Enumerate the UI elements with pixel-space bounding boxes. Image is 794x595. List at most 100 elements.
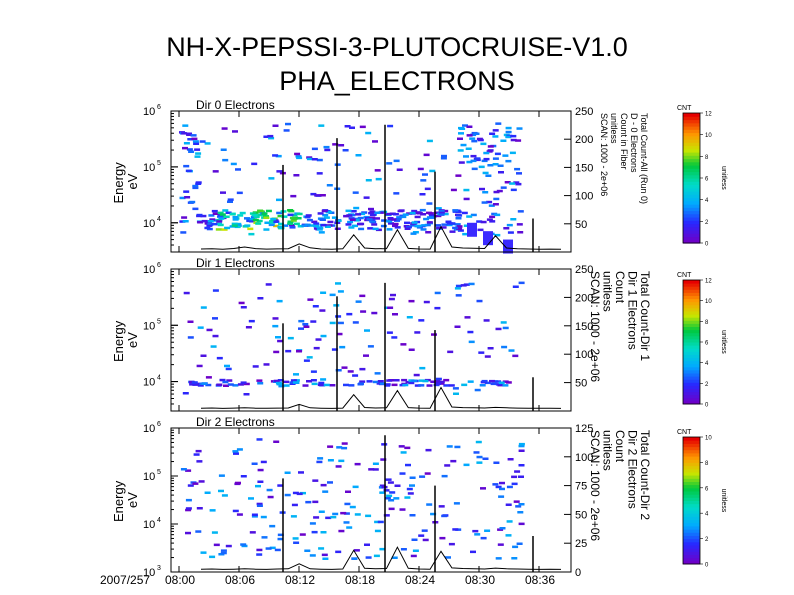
- heatmap-cell: [247, 227, 254, 231]
- heatmap-cell: [249, 217, 256, 221]
- colorbar-swatch: [683, 541, 700, 546]
- heatmap-cell: [239, 211, 246, 215]
- heatmap-cell: [208, 214, 215, 217]
- colorbar-swatch: [683, 397, 700, 402]
- heatmap-cell: [467, 330, 474, 334]
- colorbar-swatch: [683, 142, 700, 147]
- heatmap-cell: [505, 135, 512, 139]
- heatmap-cell: [285, 122, 291, 126]
- heatmap-cell: [363, 354, 369, 357]
- heatmap-cell: [337, 290, 344, 293]
- heatmap-cell: [388, 499, 395, 502]
- heatmap-cell: [236, 448, 243, 451]
- heatmap-cell: [209, 555, 216, 559]
- heatmap-cell: [236, 191, 243, 195]
- heatmap-cell: [391, 383, 398, 387]
- heatmap-cell: [486, 150, 493, 153]
- heatmap-cell: [414, 384, 421, 387]
- heatmap-cell: [251, 214, 258, 217]
- colorbar-swatch: [683, 345, 700, 349]
- heatmap-cell: [466, 160, 473, 164]
- heatmap-cell: [443, 384, 450, 387]
- heatmap-cell: [292, 491, 299, 495]
- heatmap-cell: [407, 492, 414, 495]
- colorbar-swatch: [683, 230, 700, 234]
- x-tick-label: 08:18: [345, 573, 375, 587]
- heatmap-cell: [307, 298, 314, 301]
- heatmap-cell: [470, 159, 477, 163]
- heatmap-cell: [216, 220, 223, 223]
- colorbar-swatch: [683, 519, 700, 524]
- heatmap-cell: [385, 478, 392, 481]
- colorbar-swatch: [683, 148, 700, 153]
- heatmap-cell: [505, 126, 512, 130]
- heatmap-cell: [332, 143, 339, 146]
- heatmap-cell: [506, 223, 513, 227]
- heatmap-cell: [410, 554, 417, 558]
- colorbar-swatch: [683, 286, 700, 290]
- y-axis-unit: eV: [125, 492, 140, 508]
- heatmap-cell: [421, 529, 428, 532]
- heatmap-cell: [433, 383, 440, 387]
- heatmap-cell: [495, 327, 502, 331]
- heatmap-cell: [189, 200, 196, 204]
- heatmap-cell: [257, 468, 264, 472]
- heatmap-cell: [275, 154, 282, 158]
- heatmap-cell: [314, 194, 321, 197]
- heatmap-cell: [369, 220, 376, 223]
- heatmap-cell: [341, 446, 348, 450]
- colorbar-swatch: [683, 323, 700, 327]
- heatmap-cell: [222, 380, 229, 384]
- heatmap-cell: [452, 226, 459, 230]
- heatmap-cell: [352, 191, 359, 194]
- heatmap-cell: [232, 384, 239, 387]
- colorbar-swatch: [683, 217, 700, 221]
- heatmap-cell: [381, 210, 388, 214]
- heatmap-cell: [460, 143, 467, 147]
- heatmap-cell: [240, 306, 247, 309]
- colorbar-swatch: [683, 233, 700, 238]
- heatmap-cell: [445, 556, 451, 559]
- heatmap-cell: [185, 508, 192, 512]
- colorbar-swatch: [683, 113, 700, 117]
- heatmap-cell: [506, 485, 513, 489]
- heatmap-cell: [310, 320, 317, 323]
- heatmap-cell: [248, 319, 255, 323]
- colorbar-swatch: [683, 200, 700, 205]
- heatmap-cell: [218, 217, 225, 220]
- heatmap-cell: [400, 215, 407, 219]
- heatmap-cell: [371, 223, 378, 226]
- heatmap-cell: [460, 284, 467, 287]
- heatmap-cell: [298, 319, 305, 323]
- heatmap-cell: [296, 350, 302, 353]
- y2-tick-label: 25: [575, 538, 587, 550]
- colorbar-label: CNT: [677, 429, 692, 436]
- heatmap-cells: [182, 281, 525, 396]
- colorbar-swatch: [683, 307, 700, 312]
- heatmap-cell: [354, 513, 361, 516]
- colorbar-swatch: [683, 292, 700, 296]
- heatmap-cell: [406, 225, 412, 229]
- colorbar-swatch: [683, 494, 700, 498]
- heatmap-cell: [476, 455, 483, 459]
- heatmap-cell: [393, 192, 400, 195]
- heatmap-cell: [220, 549, 227, 552]
- colorbar-units: unitless: [720, 489, 727, 513]
- heatmap-cell: [428, 214, 435, 217]
- heatmap-cell: [509, 182, 516, 185]
- heatmap-cell: [278, 384, 285, 388]
- heatmap-cell: [452, 528, 459, 531]
- heatmap-cell: [481, 379, 488, 383]
- heatmap-cell: [470, 133, 477, 137]
- y2-label-line: SCAN: 1000 - 2e+06: [599, 113, 609, 196]
- heatmap-cell: [442, 209, 449, 213]
- colorbar-swatch: [683, 194, 700, 199]
- heatmap-cell: [455, 284, 462, 288]
- heatmap-cell: [441, 514, 448, 518]
- colorbar-swatch: [683, 338, 700, 343]
- heatmap-cell: [514, 470, 521, 473]
- heatmap-cell: [500, 186, 507, 189]
- heatmap-cell: [343, 383, 349, 387]
- heatmap-cell: [292, 537, 299, 540]
- heatmap-cell: [287, 209, 294, 212]
